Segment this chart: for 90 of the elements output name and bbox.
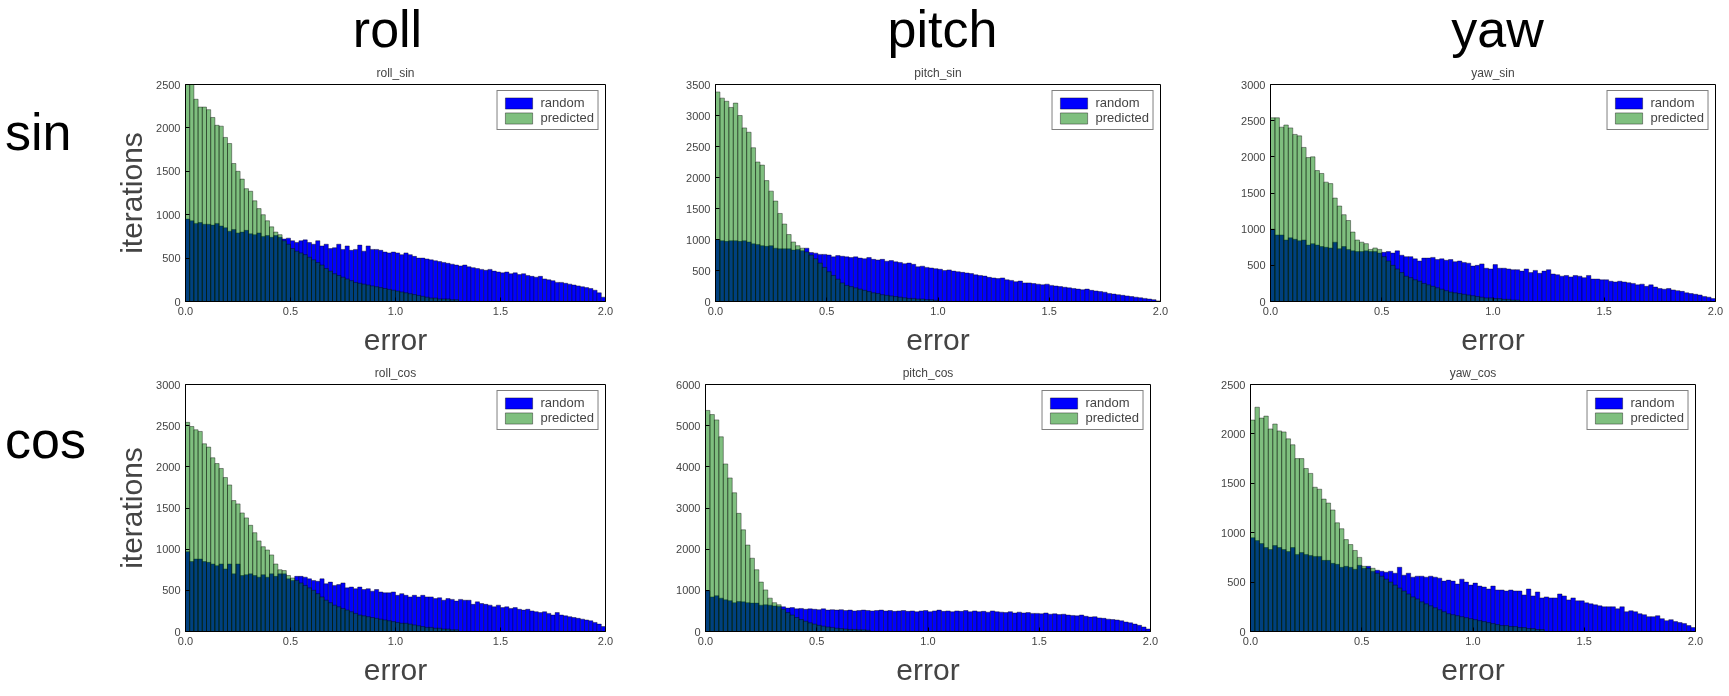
- x-tick-label: 2.0: [1142, 634, 1159, 647]
- x-axis-title: error: [1441, 652, 1505, 686]
- chart-title: roll_sin: [376, 65, 415, 80]
- legend-label: random: [1095, 95, 1140, 110]
- y-tick-label: 1000: [1241, 223, 1266, 236]
- y-tick-label: 1000: [156, 543, 181, 556]
- x-tick-label: 2.0: [1152, 304, 1169, 317]
- chart-title: yaw_cos: [1449, 365, 1497, 380]
- x-tick-label: 0.5: [282, 634, 299, 647]
- legend-label: predicted: [1085, 410, 1139, 425]
- x-tick-label: 0.5: [809, 634, 825, 647]
- x-tick-label: 2.0: [1707, 304, 1724, 317]
- y-tick-label: 1000: [1221, 526, 1246, 539]
- legend-label: predicted: [1650, 110, 1704, 125]
- x-tick-label: 2.0: [597, 304, 614, 317]
- y-tick-label: 1500: [1241, 187, 1266, 199]
- y-tick-label: 5000: [676, 419, 701, 432]
- legend-label: predicted: [1095, 110, 1149, 125]
- legend-label: predicted: [540, 110, 594, 125]
- x-tick-label: 1.0: [1485, 304, 1501, 317]
- x-tick-label: 1.5: [1041, 304, 1057, 317]
- y-tick-label: 6000: [676, 378, 701, 391]
- x-tick-label: 1.0: [920, 634, 936, 647]
- y-tick-label: 2500: [156, 78, 181, 91]
- y-tick-label: 1000: [156, 208, 181, 221]
- text: yaw: [1451, 0, 1544, 58]
- y-tick-label: 3500: [686, 78, 711, 91]
- y-tick-label: 2500: [156, 419, 181, 432]
- y-tick-label: 2000: [156, 121, 181, 134]
- y-tick-label: 500: [1247, 259, 1266, 272]
- legend-label: random: [1085, 395, 1130, 410]
- y-tick-label: 3000: [1241, 78, 1266, 91]
- x-tick-label: 1.5: [1576, 634, 1592, 647]
- legend-label: random: [540, 95, 585, 110]
- x-tick-label: 1.0: [387, 634, 404, 647]
- legend-label: random: [1630, 395, 1675, 410]
- y-tick-label: 2500: [686, 140, 711, 153]
- x-tick-label: 1.0: [1465, 634, 1481, 647]
- y-tick-label: 3000: [676, 502, 701, 514]
- y-tick-label: 2500: [1241, 114, 1266, 127]
- x-tick-label: 1.0: [387, 304, 404, 317]
- y-tick-label: 1500: [156, 502, 181, 514]
- legend-label: random: [540, 395, 585, 410]
- legend-label: predicted: [540, 410, 594, 425]
- y-tick-label: 2000: [1221, 427, 1246, 440]
- x-tick-label: 2.0: [1687, 634, 1704, 647]
- y-axis-title: iterations: [115, 447, 149, 569]
- y-tick-label: 3000: [686, 109, 711, 122]
- x-tick-label: 1.5: [492, 634, 509, 647]
- chart-title: roll_cos: [374, 365, 417, 380]
- x-tick-label: 0.5: [282, 304, 299, 317]
- x-axis-title: error: [896, 652, 960, 686]
- y-tick-label: 500: [162, 252, 181, 265]
- y-tick-label: 3000: [156, 378, 181, 391]
- x-axis-title: error: [906, 322, 970, 356]
- chart-title: pitch_sin: [914, 65, 962, 80]
- text: pitch: [887, 0, 998, 58]
- y-tick-label: 1000: [676, 584, 701, 597]
- y-tick-label: 1500: [1221, 477, 1246, 490]
- y-tick-label: 500: [692, 264, 711, 277]
- y-tick-label: 2000: [156, 460, 181, 473]
- x-axis-title: error: [363, 652, 428, 686]
- x-tick-label: 2.0: [597, 634, 614, 647]
- text: roll: [352, 0, 423, 58]
- y-tick-label: 2500: [1221, 378, 1246, 391]
- y-tick-label: 2000: [1241, 150, 1266, 163]
- x-tick-label: 1.5: [1031, 634, 1047, 647]
- x-tick-label: 0.5: [1354, 634, 1370, 647]
- y-tick-label: 2000: [686, 171, 711, 184]
- chart-title: pitch_cos: [902, 365, 954, 380]
- x-tick-label: 0.5: [1374, 304, 1390, 317]
- x-axis-title: error: [363, 322, 428, 356]
- x-tick-label: 1.5: [1596, 304, 1612, 317]
- y-tick-label: 1500: [156, 165, 181, 178]
- x-tick-label: 1.5: [492, 304, 509, 317]
- y-tick-label: 4000: [676, 460, 701, 473]
- y-tick-label: 1500: [686, 202, 711, 215]
- x-axis-title: error: [1461, 322, 1525, 356]
- x-tick-label: 0.5: [819, 304, 835, 317]
- y-axis-title: iterations: [115, 132, 149, 254]
- y-tick-label: 500: [1227, 576, 1246, 589]
- y-tick-label: 500: [162, 584, 181, 597]
- text: sin: [5, 102, 72, 163]
- text: cos: [5, 410, 86, 471]
- x-tick-label: 1.0: [930, 304, 946, 317]
- chart-title: yaw_sin: [1471, 65, 1515, 80]
- y-tick-label: 1000: [686, 233, 711, 246]
- legend-label: random: [1650, 95, 1695, 110]
- legend-label: predicted: [1630, 410, 1684, 425]
- y-tick-label: 2000: [676, 543, 701, 556]
